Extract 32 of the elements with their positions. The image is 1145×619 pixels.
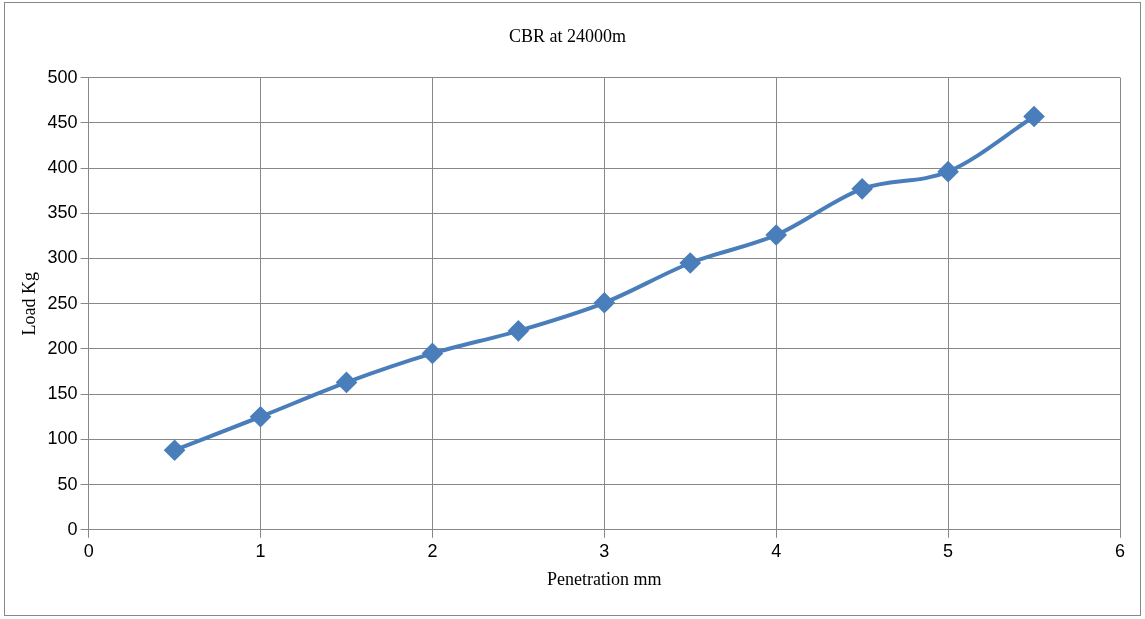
y-tick-label: 450 [47,111,78,132]
y-tick-label: 500 [47,66,78,87]
chart-title: CBR at 24000m [508,25,627,46]
y-axis-title: Load Kg [18,271,39,336]
y-tick-label: 100 [47,428,78,449]
y-tick-label: 50 [57,473,78,494]
point [680,253,701,273]
y-tick-label: 200 [47,337,78,358]
x-axis-title: Penetration mm [547,568,662,589]
x-tick-label: 1 [255,540,266,561]
point [852,178,873,199]
x-tick-label: 0 [83,540,94,561]
point [766,224,787,245]
point [422,343,443,364]
point [250,406,271,427]
x-tick-label: 6 [1114,540,1126,561]
y-tick-label: 400 [47,157,78,178]
y-tick-label: 250 [47,292,78,313]
x-tick-label: 4 [771,540,782,561]
point [594,292,615,313]
y-tick-label: 300 [47,247,78,268]
point [1024,106,1045,127]
point [164,440,185,461]
point [336,372,357,393]
y-tick-label: 150 [47,383,78,404]
x-tick-label: 2 [427,540,438,561]
point [508,320,529,341]
point [938,161,959,182]
y-tick-label: 350 [47,202,78,223]
y-tick-label: 0 [67,518,78,539]
x-tick-label: 5 [943,540,954,561]
x-tick-label: 3 [599,540,610,561]
